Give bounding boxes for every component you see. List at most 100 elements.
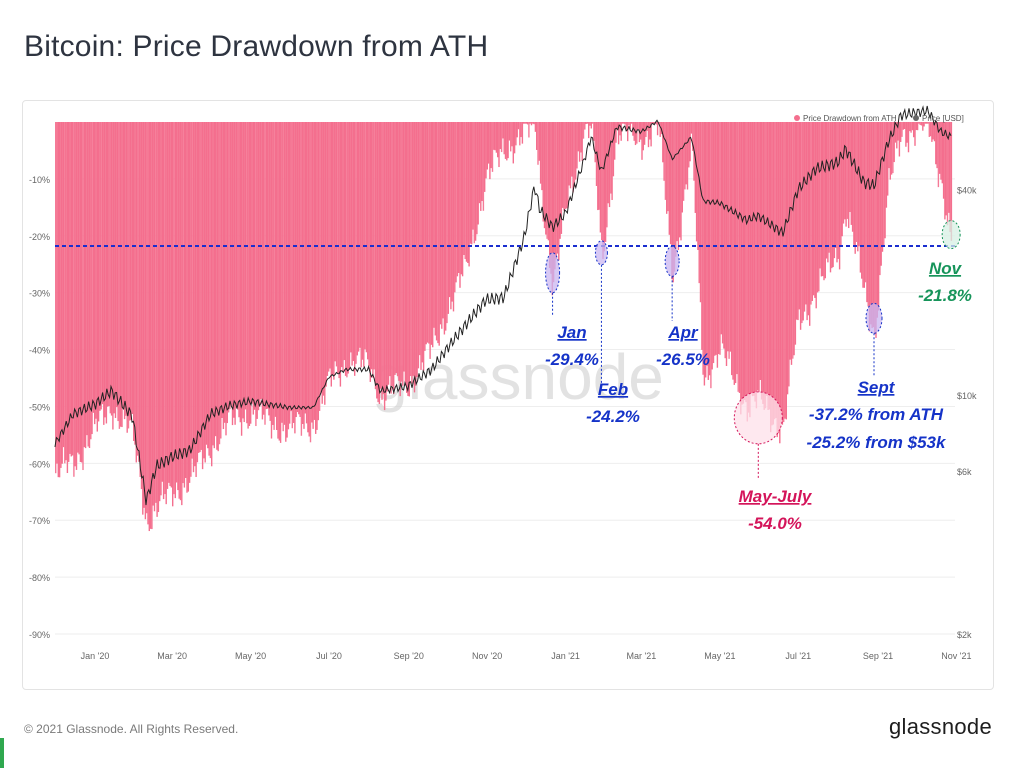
drawdown-bar bbox=[569, 122, 572, 189]
drawdown-bar bbox=[829, 122, 832, 273]
drawdown-bar bbox=[231, 122, 234, 426]
drawdown-bar bbox=[192, 122, 195, 473]
annotation-label-apr: Apr bbox=[667, 323, 699, 342]
drawdown-bar bbox=[409, 122, 412, 377]
drawdown-bar bbox=[305, 122, 308, 424]
drawdown-bar bbox=[411, 122, 413, 384]
drawdown-bar bbox=[586, 122, 589, 124]
drawdown-bar bbox=[156, 122, 158, 517]
drawdown-bar bbox=[199, 122, 201, 453]
drawdown-bar bbox=[572, 122, 574, 193]
drawdown-bar bbox=[879, 122, 881, 276]
drawdown-bar bbox=[706, 122, 708, 366]
drawdown-bar bbox=[148, 122, 150, 532]
drawdown-bar bbox=[937, 122, 940, 188]
drawdown-bar bbox=[239, 122, 241, 423]
drawdown-bar bbox=[806, 122, 808, 321]
drawdown-bar bbox=[143, 122, 145, 508]
drawdown-bar bbox=[723, 122, 725, 349]
drawdown-bar bbox=[549, 122, 551, 269]
drawdown-bar bbox=[432, 122, 434, 348]
drawdown-bar bbox=[246, 122, 248, 424]
drawdown-bar bbox=[547, 122, 550, 241]
drawdown-bar bbox=[576, 122, 578, 169]
drawdown-bar bbox=[88, 122, 91, 448]
drawdown-bar bbox=[302, 122, 304, 425]
drawdown-bar bbox=[456, 122, 459, 277]
drawdown-bar bbox=[266, 122, 269, 409]
drawdown-bar bbox=[512, 122, 514, 164]
drawdown-bar bbox=[672, 122, 674, 283]
drawdown-bar bbox=[684, 122, 686, 190]
drawdown-bar bbox=[382, 122, 384, 395]
drawdown-bar bbox=[950, 122, 953, 241]
drawdown-bar bbox=[897, 122, 899, 141]
drawdown-bar bbox=[113, 122, 115, 414]
corner-mark bbox=[0, 738, 4, 768]
drawdown-bar bbox=[867, 122, 869, 307]
drawdown-bar bbox=[705, 122, 707, 378]
drawdown-bar bbox=[763, 122, 765, 410]
drawdown-bar bbox=[794, 122, 797, 345]
drawdown-bar bbox=[676, 122, 678, 242]
drawdown-bar bbox=[816, 122, 819, 293]
drawdown-bar bbox=[611, 122, 613, 200]
drawdown-bar bbox=[131, 122, 134, 414]
drawdown-bar bbox=[458, 122, 460, 273]
drawdown-bar bbox=[100, 122, 102, 410]
annotation-circle-feb bbox=[594, 240, 608, 266]
drawdown-bar bbox=[472, 122, 474, 230]
drawdown-bar bbox=[571, 122, 573, 177]
annotation-label-jan: Jan bbox=[557, 323, 586, 342]
drawdown-bar bbox=[135, 122, 137, 463]
drawdown-bar bbox=[662, 122, 664, 163]
y-tick-label: -20% bbox=[29, 232, 50, 242]
drawdown-bar bbox=[71, 122, 74, 456]
drawdown-bar bbox=[898, 122, 901, 157]
drawdown-bar bbox=[659, 122, 661, 137]
drawdown-bar bbox=[798, 122, 800, 310]
drawdown-bar bbox=[506, 122, 508, 161]
drawdown-bar bbox=[663, 122, 665, 181]
drawdown-bar bbox=[374, 122, 377, 390]
drawdown-bar bbox=[861, 122, 863, 279]
drawdown-bar bbox=[815, 122, 817, 309]
drawdown-bar bbox=[538, 122, 540, 161]
drawdown-bar bbox=[768, 122, 771, 410]
y-tick-label: -10% bbox=[29, 175, 50, 185]
drawdown-bar bbox=[467, 122, 469, 263]
drawdown-bar bbox=[716, 122, 719, 368]
legend-item-price: Price [USD] bbox=[922, 114, 964, 123]
drawdown-bar bbox=[740, 122, 742, 415]
drawdown-bar bbox=[395, 122, 397, 374]
drawdown-bar bbox=[209, 122, 212, 459]
drawdown-bar bbox=[636, 122, 638, 144]
drawdown-bar bbox=[220, 122, 222, 439]
drawdown-bar bbox=[698, 122, 700, 284]
drawdown-bar bbox=[851, 122, 854, 232]
drawdown-bar bbox=[837, 122, 839, 259]
drawdown-bar bbox=[424, 122, 426, 351]
drawdown-bar bbox=[734, 122, 737, 384]
y-tick-label: -50% bbox=[29, 402, 50, 412]
drawdown-bar bbox=[649, 122, 651, 140]
drawdown-bar bbox=[494, 122, 496, 151]
drawdown-bar bbox=[785, 122, 787, 420]
drawdown-bar bbox=[498, 122, 500, 168]
drawdown-bar bbox=[516, 122, 518, 138]
drawdown-bar bbox=[793, 122, 795, 356]
drawdown-bar bbox=[887, 122, 889, 196]
glassnode-logo[interactable]: glassnode bbox=[889, 714, 992, 739]
drawdown-bar bbox=[222, 122, 225, 430]
drawdown-bar bbox=[412, 122, 414, 376]
drawdown-bar bbox=[928, 122, 930, 137]
drawdown-bar bbox=[819, 122, 821, 269]
drawdown-bar bbox=[339, 122, 342, 387]
drawdown-bar bbox=[719, 122, 721, 355]
drawdown-bar bbox=[394, 122, 396, 375]
drawdown-bar bbox=[428, 122, 430, 344]
drawdown-bar bbox=[941, 122, 943, 184]
drawdown-bar bbox=[331, 122, 334, 376]
drawdown-bar bbox=[595, 122, 598, 186]
drawdown-bar bbox=[555, 122, 557, 260]
